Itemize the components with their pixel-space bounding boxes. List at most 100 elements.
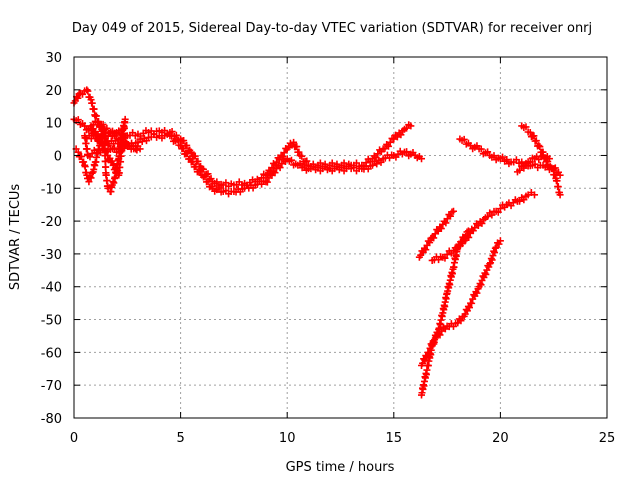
data-point: [293, 143, 301, 151]
x-tick-label: 15: [386, 431, 403, 446]
y-tick-label: -40: [41, 281, 62, 296]
x-tick-label: 0: [70, 431, 78, 446]
y-tick-label: -80: [41, 412, 62, 427]
data-point: [99, 120, 107, 128]
y-tick-label: 10: [45, 117, 62, 132]
data-point: [183, 150, 191, 158]
y-tick-label: 30: [45, 51, 62, 66]
data-point: [187, 148, 195, 156]
data-point: [425, 349, 433, 357]
y-axis-label: SDTVAR / TECUs: [8, 184, 23, 291]
data-point: [93, 119, 101, 127]
data-point: [496, 205, 504, 213]
data-point: [192, 162, 200, 170]
data-point: [368, 161, 376, 169]
data-point: [471, 224, 479, 232]
data-point: [86, 173, 94, 181]
data-point: [204, 177, 212, 185]
data-point: [180, 136, 188, 144]
data-point: [295, 148, 303, 156]
data-point: [460, 135, 468, 143]
data-point: [77, 152, 85, 160]
data-point: [530, 132, 538, 140]
data-point: [393, 133, 401, 141]
data-point: [516, 166, 524, 174]
data-point: [92, 112, 100, 120]
data-point: [426, 239, 434, 247]
data-point: [83, 86, 91, 94]
x-tick-label: 20: [492, 431, 509, 446]
data-point: [189, 158, 197, 166]
data-point: [278, 160, 286, 168]
data-point: [473, 289, 481, 297]
series-early-scatter: [72, 115, 144, 196]
data-point: [453, 246, 461, 254]
data-point: [373, 160, 381, 168]
data-point: [490, 152, 498, 160]
y-tick-label: -30: [41, 248, 62, 263]
x-tick-label: 5: [176, 431, 184, 446]
data-point: [545, 155, 553, 163]
data-point: [496, 237, 504, 245]
data-point: [81, 163, 89, 171]
data-point: [422, 246, 430, 254]
data-point: [526, 128, 534, 136]
data-point: [263, 178, 271, 186]
data-point: [173, 136, 181, 144]
data-point: [418, 155, 426, 163]
data-point: [390, 135, 398, 143]
data-point: [423, 353, 431, 361]
data-point: [484, 212, 492, 220]
data-point: [213, 178, 221, 186]
data-point: [201, 173, 209, 181]
data-point: [196, 167, 204, 175]
data-point: [535, 142, 543, 150]
series-segment-6: [518, 122, 564, 199]
data-point: [384, 142, 392, 150]
data-point: [482, 270, 490, 278]
data-point: [556, 191, 564, 199]
data-point: [110, 166, 118, 174]
data-point: [532, 137, 540, 145]
data-point: [397, 131, 405, 139]
y-tick-label: 20: [45, 84, 62, 99]
series-segment-1: [415, 207, 457, 261]
data-point: [403, 148, 411, 156]
grid: [74, 57, 607, 418]
data-point: [443, 251, 451, 259]
y-tick-label: 0: [54, 149, 62, 164]
data-markers: [70, 86, 564, 399]
data-point: [446, 212, 454, 220]
data-point: [430, 338, 438, 346]
data-point: [215, 184, 223, 192]
data-point: [280, 149, 288, 157]
data-point: [85, 178, 93, 186]
data-point: [438, 327, 446, 335]
data-point: [109, 127, 117, 135]
data-point: [516, 197, 524, 205]
series-main-band-b: [70, 86, 426, 198]
y-tick-label: -50: [41, 314, 62, 329]
data-point: [74, 94, 82, 102]
data-point: [488, 211, 496, 219]
axis-ticks: 0 5 10 15 20 25 -80 -70 -60 -50 -40 -30 -20 -10 0 10 20 3…: [41, 51, 616, 446]
data-point: [407, 122, 415, 130]
data-point: [99, 145, 107, 153]
data-point: [449, 207, 457, 215]
data-point: [386, 138, 394, 146]
data-point: [436, 331, 444, 339]
data-point: [105, 156, 113, 164]
data-point: [465, 304, 473, 312]
y-tick-label: -10: [41, 182, 62, 197]
y-tick-label: -70: [41, 379, 62, 394]
data-point: [303, 157, 311, 165]
data-point: [503, 156, 511, 164]
data-point: [88, 169, 96, 177]
series-segment-3: [418, 237, 504, 369]
data-point: [484, 148, 492, 156]
data-point: [495, 240, 503, 248]
data-point: [298, 152, 306, 160]
y-tick-label: -20: [41, 215, 62, 230]
data-point: [74, 148, 82, 156]
